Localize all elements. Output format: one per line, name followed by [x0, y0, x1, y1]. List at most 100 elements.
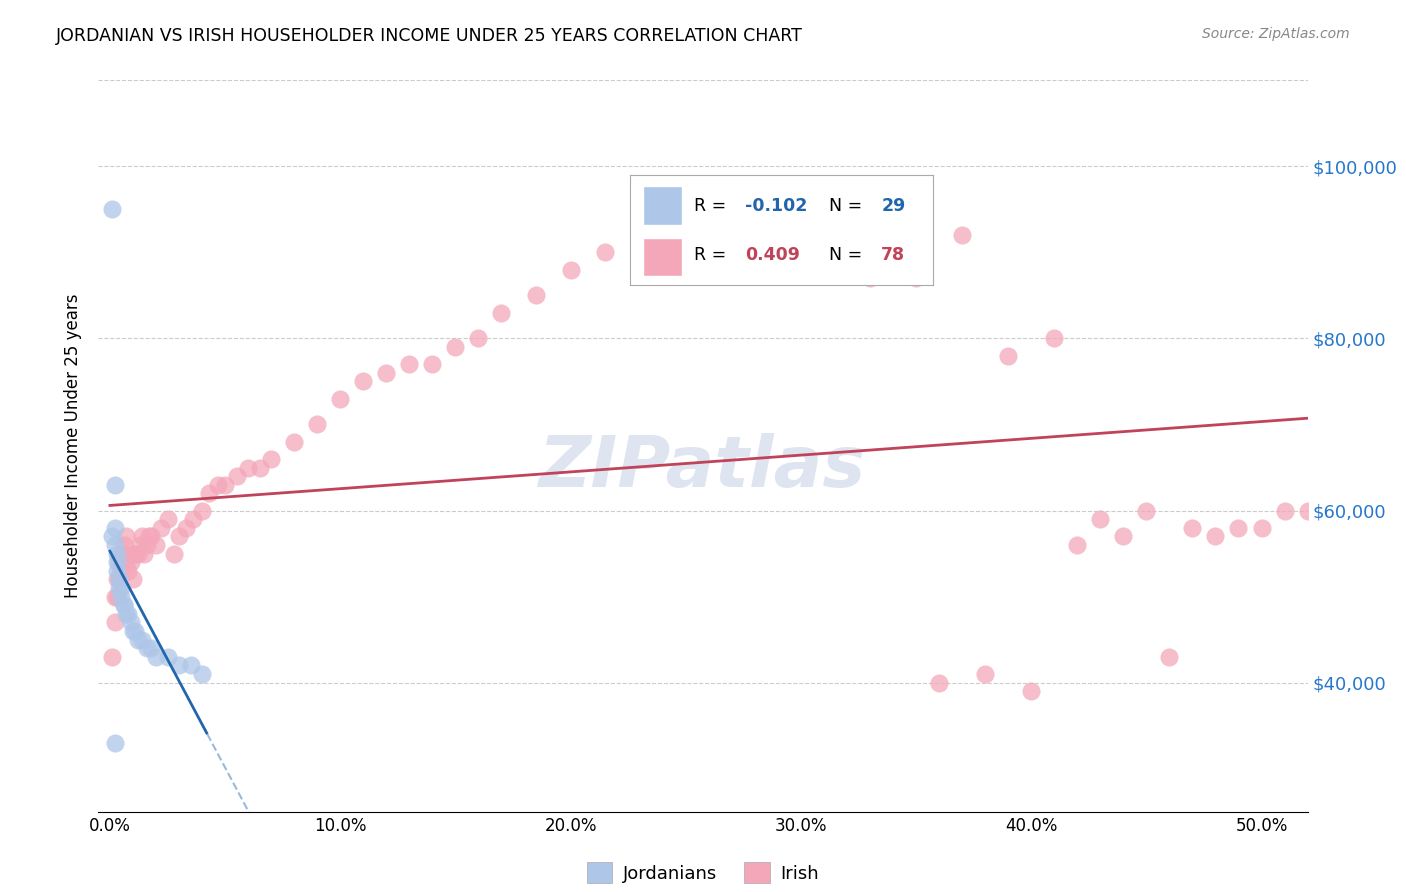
- Point: [103, 538, 125, 552]
- Point: [628, 219, 651, 234]
- Point: [117, 607, 139, 621]
- Text: R =: R =: [695, 196, 731, 215]
- Point: [191, 503, 214, 517]
- Point: [905, 271, 928, 285]
- Point: [122, 624, 145, 638]
- Point: [236, 460, 259, 475]
- Point: [103, 521, 125, 535]
- Point: [1227, 521, 1250, 535]
- Text: -0.102: -0.102: [745, 196, 807, 215]
- Point: [207, 477, 229, 491]
- Point: [249, 460, 271, 475]
- Point: [131, 529, 153, 543]
- Point: [141, 529, 163, 543]
- Point: [127, 632, 149, 647]
- Point: [813, 236, 835, 251]
- Point: [101, 649, 124, 664]
- Text: N =: N =: [818, 246, 868, 264]
- Point: [128, 538, 150, 552]
- Point: [110, 590, 132, 604]
- Text: Source: ZipAtlas.com: Source: ZipAtlas.com: [1202, 27, 1350, 41]
- Point: [145, 538, 167, 552]
- Point: [467, 331, 489, 345]
- Point: [112, 598, 135, 612]
- Point: [198, 486, 221, 500]
- Point: [112, 538, 135, 552]
- Point: [101, 202, 124, 217]
- Point: [117, 547, 139, 561]
- FancyBboxPatch shape: [643, 238, 682, 277]
- Point: [156, 512, 179, 526]
- Point: [1250, 521, 1272, 535]
- Point: [398, 357, 420, 371]
- Point: [103, 477, 125, 491]
- Point: [950, 228, 973, 243]
- Point: [112, 598, 135, 612]
- Point: [974, 667, 997, 681]
- Point: [108, 581, 131, 595]
- Point: [1181, 521, 1204, 535]
- Point: [180, 658, 202, 673]
- Point: [1066, 538, 1088, 552]
- Point: [163, 547, 186, 561]
- Point: [422, 357, 444, 371]
- Point: [103, 590, 125, 604]
- Point: [127, 547, 149, 561]
- Point: [141, 641, 163, 656]
- Point: [122, 573, 145, 587]
- Point: [108, 555, 131, 569]
- Point: [120, 555, 142, 569]
- Point: [444, 340, 467, 354]
- Point: [524, 288, 547, 302]
- Point: [110, 547, 132, 561]
- Point: [375, 366, 398, 380]
- Text: R =: R =: [695, 246, 731, 264]
- Point: [115, 607, 138, 621]
- Point: [560, 262, 582, 277]
- Point: [103, 615, 125, 630]
- Text: 0.409: 0.409: [745, 246, 800, 264]
- Point: [167, 658, 190, 673]
- Point: [1019, 684, 1042, 698]
- Point: [149, 521, 172, 535]
- Point: [105, 564, 128, 578]
- Point: [131, 632, 153, 647]
- Point: [225, 469, 247, 483]
- Point: [145, 649, 167, 664]
- Point: [675, 219, 697, 234]
- Point: [720, 202, 742, 217]
- Point: [135, 641, 157, 656]
- Point: [105, 555, 128, 569]
- Point: [859, 271, 882, 285]
- Point: [1090, 512, 1112, 526]
- Point: [352, 375, 374, 389]
- Point: [135, 538, 157, 552]
- Text: JORDANIAN VS IRISH HOUSEHOLDER INCOME UNDER 25 YEARS CORRELATION CHART: JORDANIAN VS IRISH HOUSEHOLDER INCOME UN…: [56, 27, 803, 45]
- Point: [1274, 503, 1296, 517]
- Text: 29: 29: [882, 196, 905, 215]
- Point: [491, 305, 513, 319]
- Point: [766, 194, 789, 208]
- Point: [307, 417, 329, 432]
- Point: [1112, 529, 1135, 543]
- Point: [122, 547, 145, 561]
- Point: [593, 245, 616, 260]
- Text: N =: N =: [818, 196, 868, 215]
- Point: [138, 529, 160, 543]
- Point: [928, 675, 950, 690]
- Point: [117, 564, 139, 578]
- Text: ZIPatlas: ZIPatlas: [540, 434, 866, 502]
- Point: [214, 477, 236, 491]
- FancyBboxPatch shape: [643, 186, 682, 225]
- Point: [191, 667, 214, 681]
- Point: [105, 547, 128, 561]
- Point: [167, 529, 190, 543]
- Point: [108, 573, 131, 587]
- Point: [115, 555, 138, 569]
- Point: [1204, 529, 1226, 543]
- Point: [1135, 503, 1157, 517]
- Point: [134, 547, 156, 561]
- Point: [156, 649, 179, 664]
- Point: [283, 434, 305, 449]
- Point: [115, 529, 138, 543]
